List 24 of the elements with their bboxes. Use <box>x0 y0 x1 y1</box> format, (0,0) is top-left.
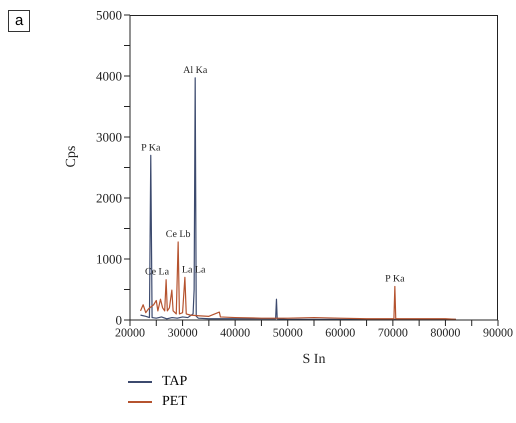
x-tick-label: 50000 <box>272 326 303 340</box>
y-tick-label: 4000 <box>96 68 122 84</box>
y-axis-title: Cps <box>64 146 79 168</box>
y-tick-label: 5000 <box>96 8 122 23</box>
y-tick-label: 1000 <box>96 252 122 267</box>
chart-title: a <box>8 10 30 32</box>
annotation: Ce Lb <box>166 228 191 240</box>
x-tick-label: 20000 <box>115 326 145 340</box>
x-tick-label: 40000 <box>220 326 250 340</box>
y-tick-label: 2000 <box>96 190 122 206</box>
y-tick-label: 3000 <box>96 130 122 145</box>
x-tick-label: 60000 <box>325 326 356 340</box>
x-tick-label: 90000 <box>483 326 513 340</box>
line-series <box>140 241 457 320</box>
x-axis-title: S In <box>302 352 326 367</box>
legend-label: TAP <box>162 374 188 390</box>
annotation: P Ka <box>141 142 161 154</box>
x-tick-label: 70000 <box>378 326 408 340</box>
x-tick-label: 80000 <box>430 326 460 340</box>
x-tick-label: 30000 <box>168 326 198 340</box>
legend-label: PET <box>162 394 187 410</box>
annotation: P Ka <box>385 273 406 284</box>
y-tick-label: 0 <box>116 312 122 328</box>
annotation: Al Ka <box>183 64 208 76</box>
